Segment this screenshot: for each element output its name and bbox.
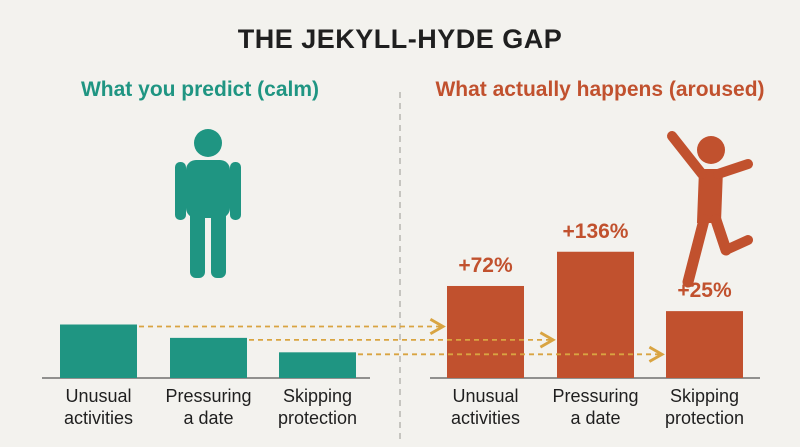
calm-category-label-3: Skipping protection	[277, 386, 358, 428]
aroused-bar-2	[557, 251, 634, 378]
aroused-category-label-2: Pressuring a date	[552, 386, 639, 428]
calm-bar-3	[279, 352, 356, 378]
aroused-data-label-1: +72%	[458, 253, 513, 277]
page-title: THE JEKYLL-HYDE GAP	[237, 24, 563, 54]
aroused-bar-3	[666, 311, 743, 378]
aroused-data-label-3: +25%	[677, 279, 732, 303]
aroused-category-label-1: Unusual activities	[450, 386, 521, 428]
calm-bar-2	[170, 337, 247, 378]
standing-person-icon	[175, 129, 241, 278]
calm-bar-1	[60, 324, 137, 378]
excited-person-icon	[667, 131, 753, 288]
aroused-category-label-3: Skipping protection	[664, 386, 745, 428]
calm-category-label-1: Unusual activities	[63, 386, 134, 428]
aroused-panel-title: What actually happens (aroused)	[435, 78, 765, 101]
calm-panel-title: What you predict (calm)	[80, 78, 320, 101]
calm-category-label-2: Pressuring a date	[165, 386, 252, 428]
aroused-data-label-2: +136%	[562, 219, 629, 243]
aroused-bar-1	[447, 285, 524, 378]
